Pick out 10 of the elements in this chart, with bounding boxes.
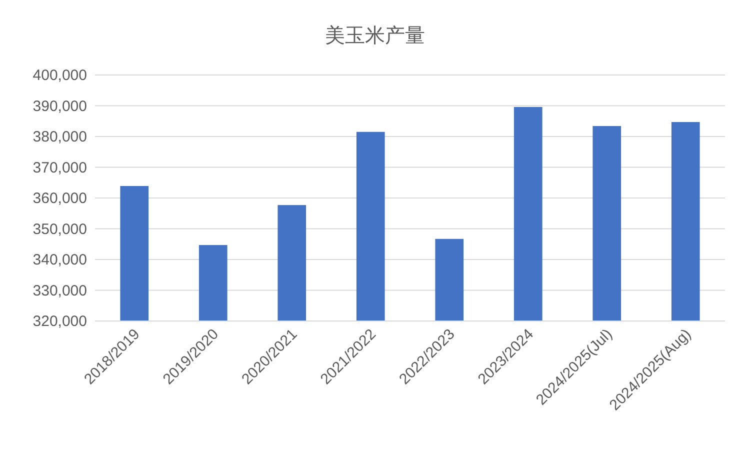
y-tick-label: 360,000 [32,190,87,207]
y-tick-label: 340,000 [32,252,87,268]
y-tick-label: 330,000 [32,282,87,300]
y-tick-label: 320,000 [32,313,87,330]
y-tick-label: 390,000 [32,98,87,115]
y-tick-label: 350,000 [32,220,87,238]
chart-title: 美玉米产量 [325,24,425,47]
y-tick-label: 400,000 [32,67,87,84]
y-tick-label: 380,000 [32,128,87,146]
y-tick-label: 370,000 [32,159,87,176]
